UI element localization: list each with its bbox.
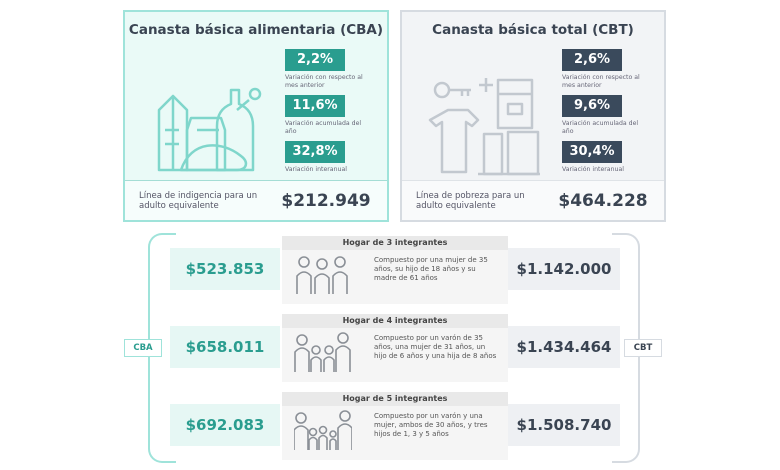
cba-stat-value: 32,8% — [285, 141, 345, 163]
household-row-4: $658.011 Hogar de 4 integrantes Compuest… — [170, 314, 620, 382]
cbt-stat-monthly: 2,6% Variación con respecto al mes anter… — [562, 48, 658, 90]
cba-stat-caption: Variación con respecto al mes anterior — [285, 74, 363, 89]
cba-title: Canasta básica alimentaria (CBA) — [128, 22, 384, 38]
household-cba-value: $692.083 — [170, 404, 280, 446]
household-title: Hogar de 4 integrantes — [282, 314, 508, 328]
household-cbt-value: $1.508.740 — [508, 404, 620, 446]
household-description: Compuesto por un varón y una mujer, ambo… — [374, 412, 488, 438]
cbt-title: Canasta básica total (CBT) — [432, 22, 634, 38]
cbt-stat-interannual: 30,4% Variación interanual — [562, 140, 658, 174]
cba-card: Canasta básica alimentaria (CBA) 2,2% Va… — [123, 10, 389, 222]
household-description: Compuesto por un varón de 35 años, una m… — [374, 334, 497, 360]
household-info: Hogar de 5 integrantes Compuesto por un … — [282, 392, 508, 460]
cba-stat-interannual: 32,8% Variación interanual — [285, 140, 381, 174]
household-cba-value: $658.011 — [170, 326, 280, 368]
family-5-icon — [294, 410, 352, 450]
cbt-stat-caption: Variación con respecto al mes anterior — [562, 74, 640, 89]
cbt-card: Canasta básica total (CBT) 2,6% Variació… — [400, 10, 666, 222]
household-cbt-value: $1.434.464 — [508, 326, 620, 368]
cba-tag: CBA — [124, 339, 162, 357]
family-4-icon — [294, 332, 351, 372]
family-3-icon — [296, 256, 348, 294]
household-cbt-value: $1.142.000 — [508, 248, 620, 290]
household-row-5: $692.083 Hogar de 5 integrantes Compuest… — [170, 392, 620, 460]
cbt-footer-value: $464.228 — [558, 190, 648, 211]
cba-footer-value: $212.949 — [281, 190, 371, 211]
cba-stat-monthly: 2,2% Variación con respecto al mes anter… — [285, 48, 381, 90]
household-info: Hogar de 3 integrantes Compuesto por una… — [282, 236, 508, 304]
cbt-stat-value: 9,6% — [562, 95, 622, 117]
cba-stat-value: 11,6% — [285, 95, 345, 117]
household-title: Hogar de 5 integrantes — [282, 392, 508, 406]
cba-footer: Línea de indigencia para un adulto equiv… — [125, 180, 387, 220]
cbt-stat-caption: Variación interanual — [562, 166, 624, 173]
household-title: Hogar de 3 integrantes — [282, 236, 508, 250]
household-row-3: $523.853 Hogar de 3 integrantes Compuest… — [170, 236, 620, 304]
cba-stat-caption: Variación acumulada del año — [285, 120, 362, 135]
household-goods-icon — [428, 78, 540, 176]
cbt-tag: CBT — [624, 339, 662, 357]
cbt-stat-value: 30,4% — [562, 141, 622, 163]
cbt-footer-label: Línea de pobreza para un adulto equivale… — [416, 190, 525, 211]
cbt-stat-value: 2,6% — [562, 49, 622, 71]
cba-stat-accumulated: 11,6% Variación acumulada del año — [285, 94, 381, 136]
household-cba-value: $523.853 — [170, 248, 280, 290]
cbt-stat-accumulated: 9,6% Variación acumulada del año — [562, 94, 658, 136]
groceries-icon — [157, 87, 262, 172]
cba-footer-label: Línea de indigencia para un adulto equiv… — [139, 190, 258, 211]
cbt-footer: Línea de pobreza para un adulto equivale… — [402, 180, 664, 220]
household-info: Hogar de 4 integrantes Compuesto por un … — [282, 314, 508, 382]
cba-stat-value: 2,2% — [285, 49, 345, 71]
cbt-stat-caption: Variación acumulada del año — [562, 120, 639, 135]
cba-stat-caption: Variación interanual — [285, 166, 347, 173]
household-description: Compuesto por una mujer de 35 años, su h… — [374, 256, 488, 282]
